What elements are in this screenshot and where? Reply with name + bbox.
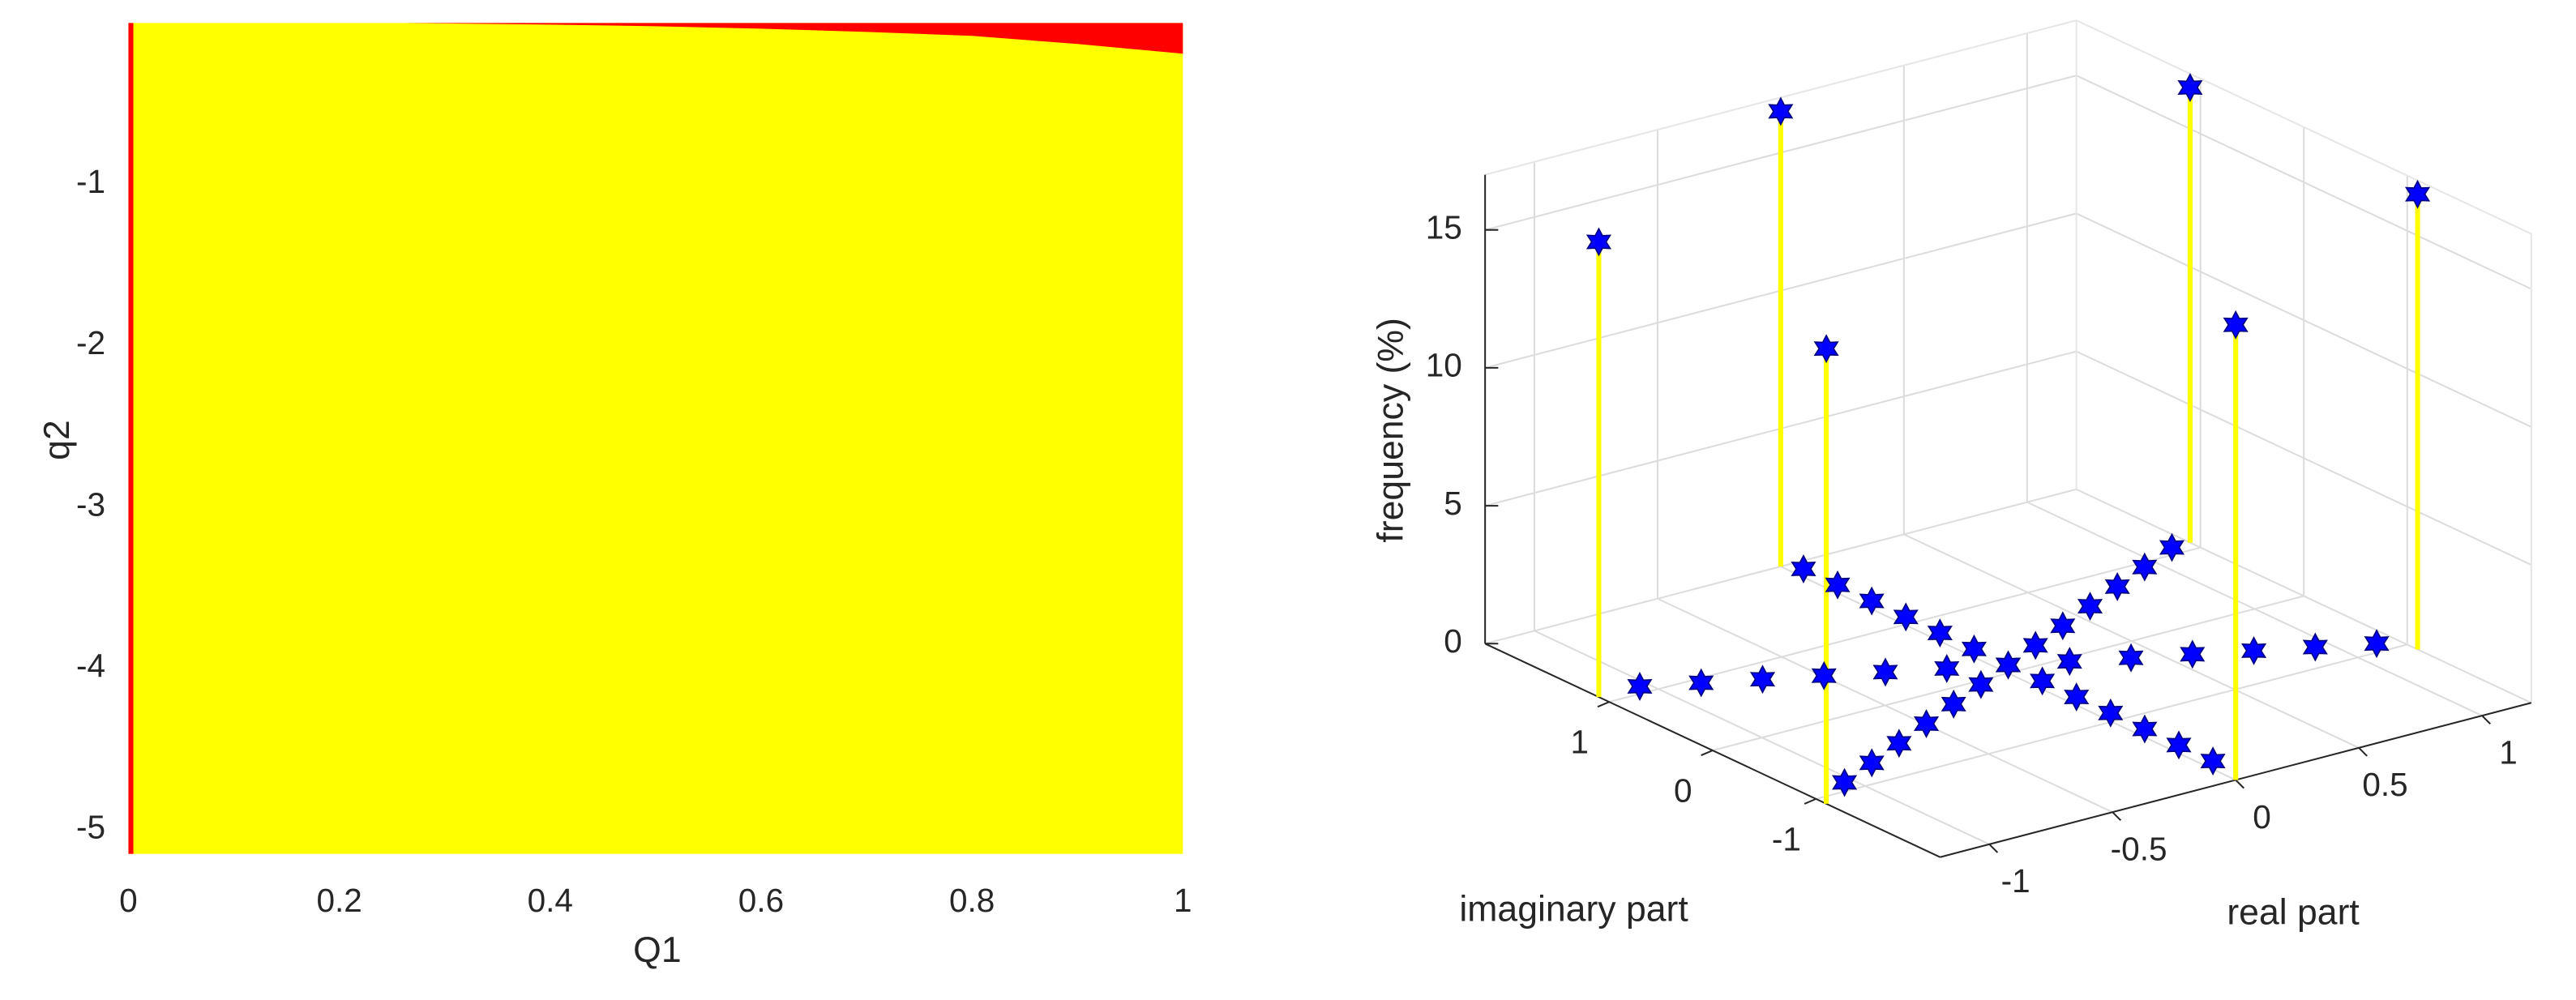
marker	[2132, 552, 2158, 582]
marker	[2364, 629, 2390, 659]
marker	[2240, 635, 2267, 665]
marker	[1627, 672, 1653, 701]
marker	[2180, 639, 2206, 669]
marker	[2302, 632, 2328, 662]
x-tick-label: -1	[2001, 862, 2030, 900]
tick-mark	[1597, 701, 1610, 708]
marker	[2223, 310, 2249, 340]
marker	[2098, 698, 2124, 728]
y-tick-label: 1	[1570, 724, 1589, 761]
y-tick-label: 0	[1674, 771, 1692, 809]
x-tick-label: 0	[2253, 798, 2271, 835]
marker	[1872, 657, 1898, 687]
y-tick-label: -4	[76, 647, 105, 684]
y-tick-label: -1	[76, 163, 105, 200]
marker	[1825, 570, 1851, 600]
marker	[2166, 730, 2192, 760]
marker	[1811, 660, 1837, 690]
marker	[1893, 602, 1919, 632]
x-tick-label: 1	[1174, 882, 1192, 919]
z-tick-label: 15	[1426, 208, 1462, 246]
marker	[2405, 179, 2431, 209]
z-tick-label: 5	[1444, 485, 1462, 522]
z-tick-label: 10	[1426, 347, 1462, 384]
marker	[2064, 682, 2090, 712]
tick-mark	[2112, 811, 2122, 822]
grid-line	[2076, 488, 2532, 704]
marker	[2077, 592, 2103, 622]
grid-line	[2076, 75, 2532, 290]
x-tick-label: -0.5	[2111, 830, 2167, 867]
x-tick-label: 0.6	[738, 882, 784, 919]
marker	[1961, 634, 1987, 664]
tick-mark	[1804, 797, 1816, 805]
region	[402, 23, 1183, 54]
marker	[2050, 611, 2076, 641]
grid-line	[2076, 350, 2532, 566]
marker	[2200, 746, 2226, 776]
marker	[1913, 709, 1940, 738]
marker	[1927, 618, 1953, 648]
marker	[1859, 748, 1885, 778]
marker	[2022, 630, 2048, 660]
y-axis-label: q2	[37, 420, 77, 460]
x-tick-label: 0.4	[528, 882, 573, 919]
x-tick-label: 0	[119, 882, 138, 919]
marker	[1813, 334, 1839, 364]
marker	[1968, 669, 1994, 699]
x-tick-label: 1	[2499, 733, 2518, 771]
marker	[2177, 73, 2203, 102]
marker	[1832, 767, 1858, 797]
marker	[1585, 227, 1612, 257]
z-axis-label: frequency (%)	[1371, 318, 1410, 542]
marker	[1768, 96, 1794, 126]
x-tick-label: 0.2	[316, 882, 362, 919]
x-axis-label: real part	[2227, 892, 2360, 932]
grid-line	[2076, 212, 2532, 428]
marker	[1941, 689, 1966, 719]
marker	[1859, 586, 1885, 616]
marker	[1688, 668, 1714, 698]
marker	[1934, 654, 1960, 683]
y-tick-label: -3	[76, 485, 105, 523]
marker	[2056, 647, 2082, 677]
marker	[1749, 665, 1776, 694]
y-tick-label: -5	[76, 809, 105, 846]
marker	[2104, 571, 2130, 601]
marker	[2030, 666, 2056, 696]
tick-mark	[2358, 747, 2368, 757]
x-tick-label: 0.5	[2362, 766, 2407, 803]
x-axis-label: Q1	[633, 930, 681, 970]
tick-mark	[2235, 779, 2245, 789]
marker	[2118, 643, 2144, 673]
y-axis-label: imaginary part	[1459, 889, 1688, 929]
tick-mark	[1988, 844, 1999, 853]
plot-background	[128, 23, 1183, 854]
y-tick-label: -2	[76, 324, 105, 361]
z-tick-label: 0	[1444, 622, 1462, 660]
marker	[2159, 532, 2185, 562]
marker	[2132, 714, 2158, 744]
box-edge	[2076, 19, 2532, 235]
marker	[1791, 554, 1816, 583]
region-edge	[128, 23, 134, 854]
tick-mark	[1701, 750, 1714, 757]
marker	[1995, 650, 2022, 680]
y-tick-label: -1	[1772, 820, 1801, 857]
x-tick-label: 0.8	[949, 882, 995, 919]
marker	[1886, 729, 1912, 759]
tick-mark	[2481, 715, 2491, 724]
